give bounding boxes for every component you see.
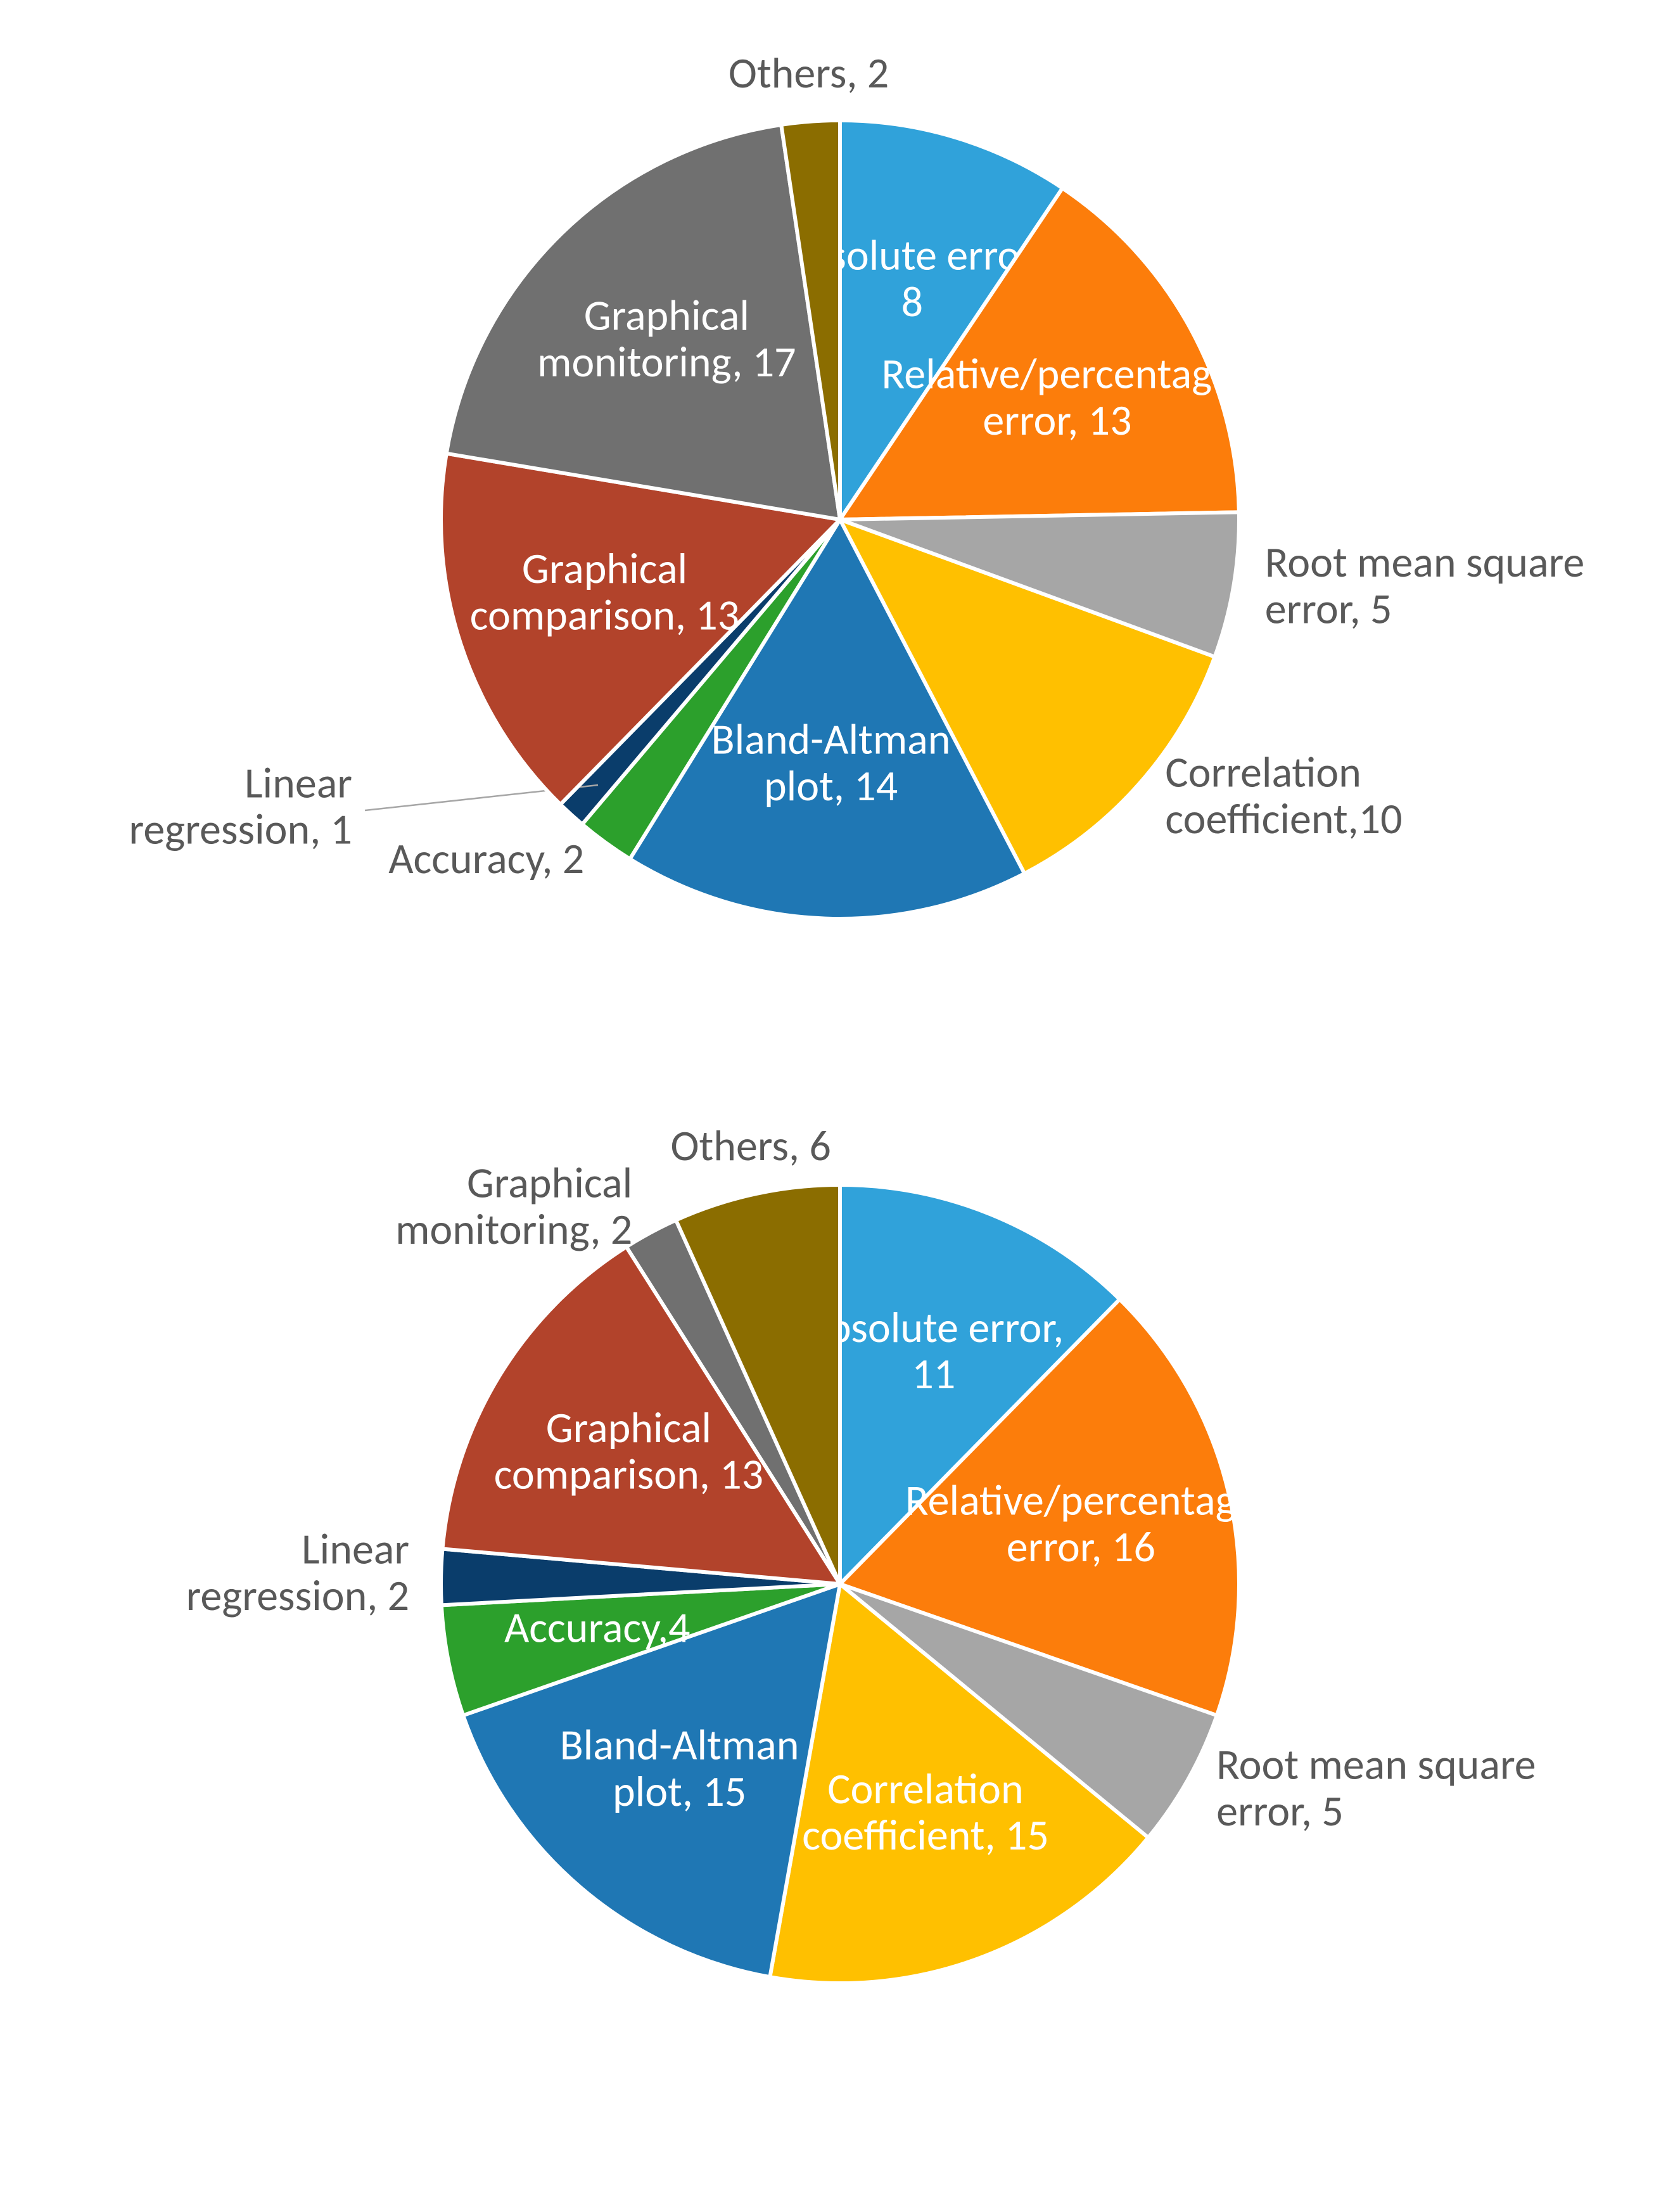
slice-label-external: Graphicalmonitoring, 2 [395, 1157, 632, 1256]
charts-svg: Absolute error,8Relative/percentageerror… [0, 0, 1680, 2198]
slice-label-external: Correlationcoefficient,10 [1165, 746, 1402, 845]
slice-label: Correlationcoefficient, 15 [802, 1763, 1049, 1862]
chart-container: Absolute error,8Relative/percentageerror… [0, 0, 1680, 2198]
slice-label-external: Linearregression, 2 [186, 1523, 409, 1622]
slice-label-external: Accuracy, 2 [388, 833, 584, 885]
slice-label: Accuracy,4 [504, 1602, 690, 1654]
slice-label-external: Others, 2 [729, 47, 889, 99]
slice-label-external: Root mean squareerror, 5 [1265, 536, 1584, 635]
slice-label-external: Others, 6 [671, 1120, 831, 1172]
slice-label-external: Linearregression, 1 [129, 757, 352, 856]
page: Absolute error,8Relative/percentageerror… [0, 0, 1680, 2198]
slice-label-external: Root mean squareerror, 5 [1216, 1739, 1536, 1837]
